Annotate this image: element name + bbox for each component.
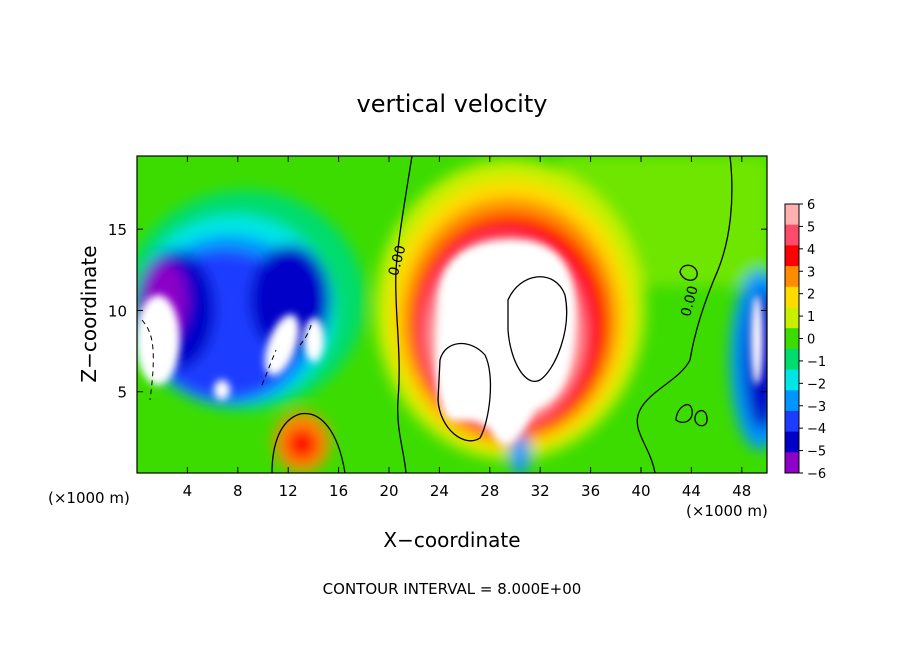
colorbar-swatch <box>785 266 799 288</box>
y-tick-label: 10 <box>108 302 127 320</box>
colorbar-label: 2 <box>807 288 815 303</box>
colorbar-label: 3 <box>807 265 815 280</box>
colorbar: 6 5 4 3 2 1 0 −1 −2 −3 −4 −5 −6 <box>784 198 826 482</box>
x-tick-label: 24 <box>430 482 449 500</box>
plot-frame <box>136 155 768 474</box>
x-axis: 4 8 12 16 20 24 28 32 36 40 44 48 <box>183 156 751 500</box>
colorbar-swatch <box>785 328 799 350</box>
x-tick-label: 48 <box>732 482 751 500</box>
colorbar-label: 5 <box>807 220 815 235</box>
x-unit-left: (×1000 m) <box>48 489 130 507</box>
contour-interval-note: CONTOUR INTERVAL = 8.000E+00 <box>323 580 582 598</box>
x-tick-label: 20 <box>379 482 398 500</box>
colorbar-swatch <box>785 307 799 329</box>
x-tick-label: 40 <box>631 482 650 500</box>
x-tick-label: 28 <box>480 482 499 500</box>
x-tick-label: 36 <box>581 482 600 500</box>
x-unit-right: (×1000 m) <box>686 502 768 520</box>
y-tick-label: 5 <box>117 384 127 402</box>
colorbar-label: −2 <box>807 377 826 392</box>
x-tick-label: 12 <box>279 482 298 500</box>
colorbar-label: 6 <box>807 198 815 213</box>
contour-labels: 0.00 0.00 <box>386 244 702 319</box>
colorbar-swatch <box>785 431 799 453</box>
colorbar-label: −4 <box>807 422 826 437</box>
colorbar-swatch <box>785 369 799 391</box>
velocity-field <box>137 156 767 473</box>
x-tick-label: 4 <box>183 482 193 500</box>
colorbar-label: −1 <box>807 355 826 370</box>
x-tick-label: 32 <box>531 482 550 500</box>
colorbar-label: −3 <box>807 400 826 415</box>
chart-title: vertical velocity <box>357 90 548 118</box>
x-tick-label: 16 <box>329 482 348 500</box>
colorbar-label: −6 <box>807 467 826 482</box>
colorbar-label: 1 <box>807 310 815 325</box>
colorbar-swatch <box>785 245 799 267</box>
y-tick-label: 15 <box>108 221 127 239</box>
y-axis: 5 10 15 <box>108 221 767 402</box>
contour-label: 0.00 <box>678 284 702 318</box>
colorbar-swatch <box>785 348 799 371</box>
colorbar-swatch <box>785 204 799 226</box>
y-axis-title: Z−coordinate <box>77 245 101 382</box>
colorbar-swatch <box>785 224 799 246</box>
x-axis-title: X−coordinate <box>383 528 520 552</box>
x-tick-label: 44 <box>682 482 701 500</box>
colorbar-label: 4 <box>807 243 815 258</box>
colorbar-swatch <box>785 410 799 433</box>
colorbar-swatch <box>785 390 799 412</box>
colorbar-label: 0 <box>807 333 815 348</box>
colorbar-swatch <box>785 286 799 308</box>
contour-label: 0.00 <box>386 244 410 278</box>
colorbar-label: −5 <box>807 445 826 460</box>
x-tick-label: 8 <box>233 482 243 500</box>
colorbar-swatch <box>785 452 799 474</box>
